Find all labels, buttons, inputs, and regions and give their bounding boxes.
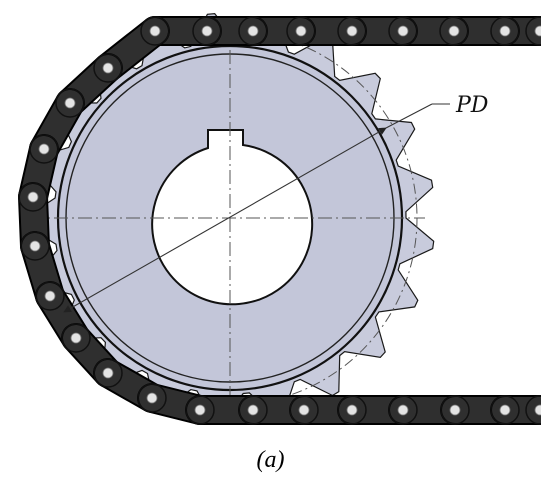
caption-letter: a bbox=[264, 447, 277, 473]
chain-pin bbox=[534, 404, 541, 416]
chain-roller bbox=[55, 88, 85, 118]
pitch-diameter-dimension: PD bbox=[63, 93, 489, 313]
chain-pin bbox=[102, 62, 114, 74]
caption-open: ( bbox=[256, 447, 265, 473]
chain-roller bbox=[286, 16, 316, 46]
chain-roller bbox=[137, 383, 167, 413]
pd-label: PD bbox=[455, 93, 489, 118]
chain-roller bbox=[238, 395, 268, 425]
chain-roller bbox=[388, 395, 418, 425]
chain-pin bbox=[146, 392, 158, 404]
chain-pin bbox=[448, 25, 460, 37]
chain-roller bbox=[337, 395, 367, 425]
roller-chain bbox=[18, 16, 541, 425]
chain-pin bbox=[449, 404, 461, 416]
chain-roller bbox=[525, 16, 541, 46]
chain-pin bbox=[499, 404, 511, 416]
chain-pin bbox=[29, 240, 41, 252]
chain-pin bbox=[44, 290, 56, 302]
chain-pin bbox=[346, 404, 358, 416]
chain-roller bbox=[289, 395, 319, 425]
figure-caption: (a) bbox=[0, 447, 541, 487]
chain-roller bbox=[439, 16, 469, 46]
chain-pin bbox=[102, 367, 114, 379]
chain-pin bbox=[247, 404, 259, 416]
chain-pin bbox=[64, 97, 76, 109]
chain-roller bbox=[192, 16, 222, 46]
chain-roller bbox=[20, 231, 50, 261]
chain-roller bbox=[490, 395, 520, 425]
chain-roller bbox=[388, 16, 418, 46]
chain-roller bbox=[18, 182, 48, 212]
chain-pin bbox=[38, 143, 50, 155]
chain-pin bbox=[397, 404, 409, 416]
chain-pin bbox=[149, 25, 161, 37]
chain-pin bbox=[534, 25, 541, 37]
dimension-arrow-icon bbox=[63, 127, 387, 313]
caption-close: ) bbox=[276, 447, 285, 473]
chain-pin bbox=[298, 404, 310, 416]
chain-pin bbox=[194, 404, 206, 416]
chain-pin bbox=[346, 25, 358, 37]
chain-roller bbox=[440, 395, 470, 425]
leader-line bbox=[385, 103, 433, 129]
chain-pin bbox=[70, 332, 82, 344]
chain-roller bbox=[238, 16, 268, 46]
chain-pin bbox=[295, 25, 307, 37]
chain-roller bbox=[29, 134, 59, 164]
chain-roller bbox=[140, 16, 170, 46]
chain-pin bbox=[499, 25, 511, 37]
sprocket-chain-diagram: PD bbox=[18, 12, 541, 425]
chain-roller bbox=[490, 16, 520, 46]
chain-pin bbox=[201, 25, 213, 37]
chain-roller bbox=[93, 53, 123, 83]
chain-roller bbox=[93, 358, 123, 388]
chain-pin bbox=[27, 191, 39, 203]
chain-roller bbox=[525, 395, 541, 425]
chain-roller bbox=[337, 16, 367, 46]
chain-pin bbox=[397, 25, 409, 37]
chain-roller bbox=[185, 395, 215, 425]
chain-pin bbox=[247, 25, 259, 37]
chain-roller bbox=[61, 323, 91, 353]
